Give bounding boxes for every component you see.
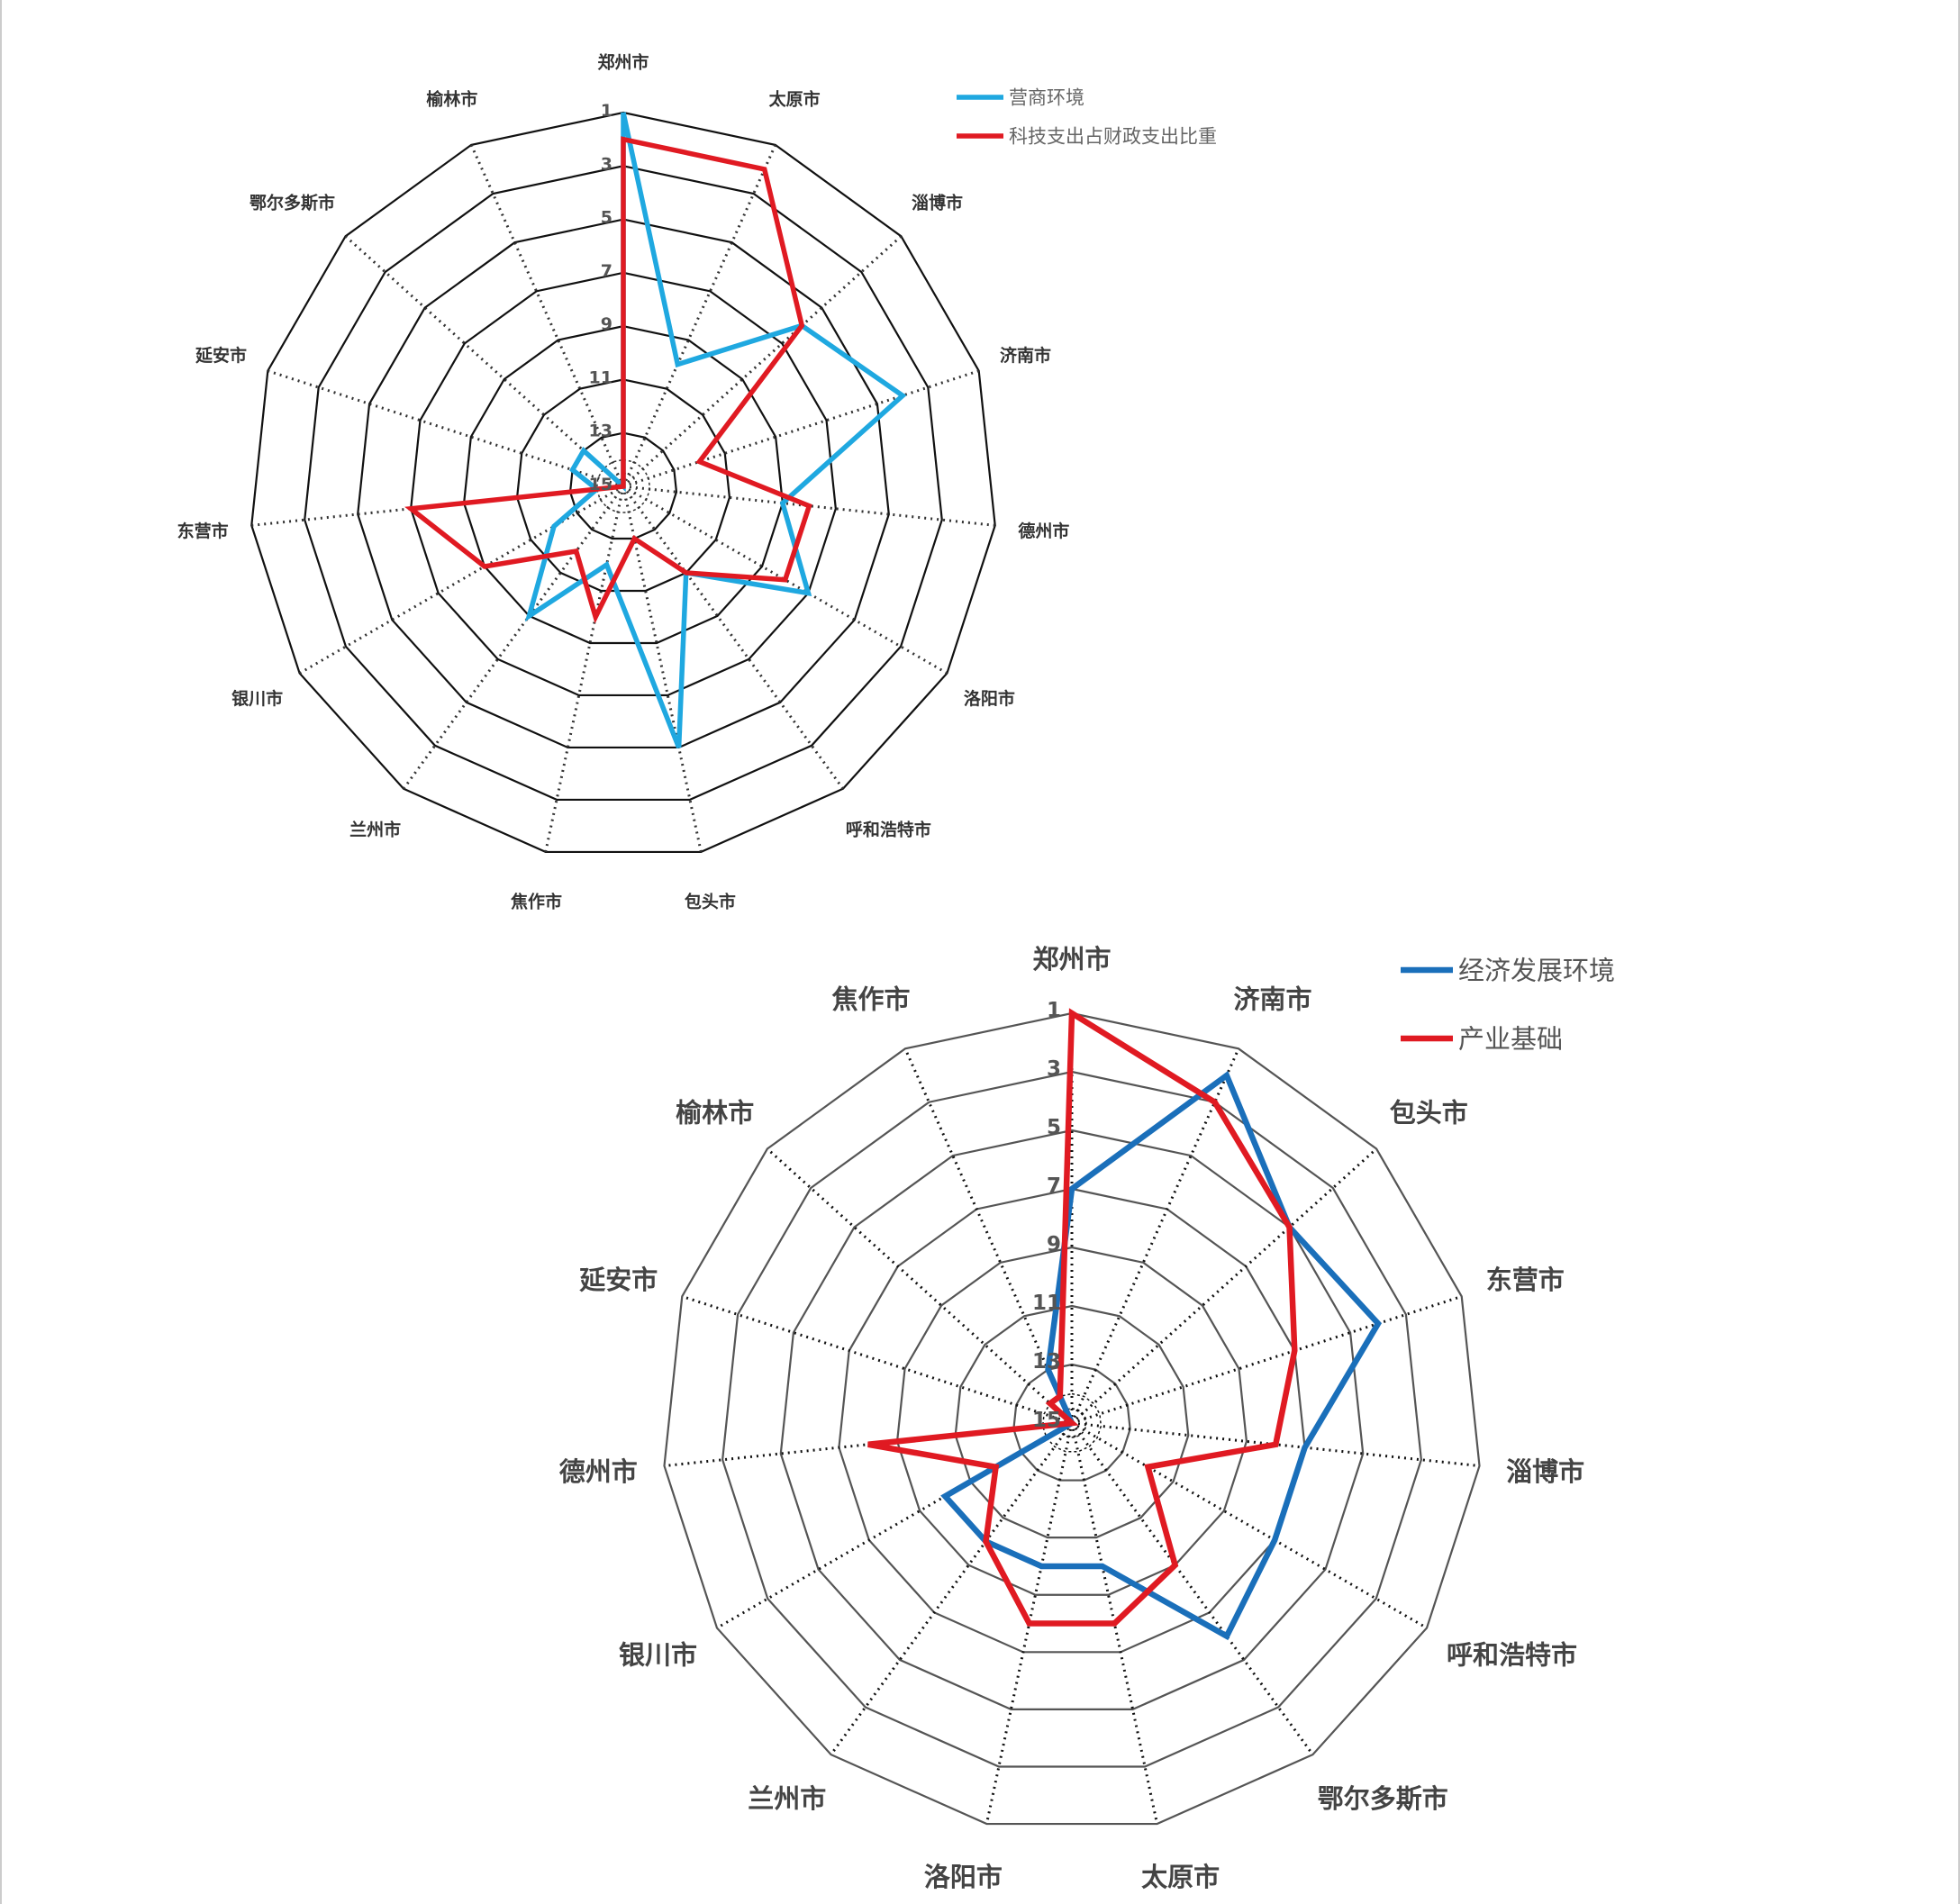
page-right-border (1958, 0, 1960, 1904)
tick-label-11: 11 (1032, 1292, 1061, 1315)
tick-label-7: 7 (601, 261, 612, 281)
category-label-axis-2: 太原市 (769, 88, 821, 109)
tick-label-13: 13 (1032, 1350, 1061, 1374)
tick-label-15: 15 (589, 475, 612, 494)
category-label-axis-13: 延安市 (578, 1265, 658, 1295)
series-line-1 (524, 112, 907, 748)
spoke-axis-11 (716, 1421, 1073, 1629)
category-label-axis-10: 兰州市 (748, 1783, 826, 1814)
spoke-axis-2 (1070, 1047, 1240, 1424)
grid-ring-7 (838, 1187, 1306, 1654)
category-label-axis-15: 榆林市 (426, 88, 477, 109)
category-label-axis-5: 德州市 (1018, 521, 1069, 541)
spoke-axis-6 (1071, 1421, 1428, 1629)
grid-ring-1 (663, 1011, 1481, 1826)
grid-ring-3 (721, 1070, 1422, 1768)
legend-label-1: 经济发展环境 (1458, 955, 1615, 985)
tick-label-9: 9 (1047, 1233, 1061, 1256)
tick-label-1: 1 (1047, 999, 1061, 1022)
grid-ring-11 (954, 1304, 1190, 1539)
series-line-2 (867, 1008, 1298, 1627)
legend-label-2: 科技支出占财政支出比重 (1009, 126, 1217, 148)
spoke-axis-7 (622, 485, 845, 790)
series-line-2 (404, 136, 812, 624)
tick-label-9: 9 (601, 314, 612, 334)
spoke-axis-2 (622, 144, 777, 487)
tick-label-13: 13 (589, 422, 612, 441)
spoke-axis-4 (622, 369, 980, 488)
spoke-axis-9 (544, 485, 625, 853)
category-label-axis-7: 呼和浩特市 (846, 820, 931, 840)
series-line-1 (940, 1070, 1383, 1641)
spoke-axis-10 (830, 1422, 1074, 1755)
spoke-axis-13 (681, 1294, 1073, 1425)
category-label-axis-4: 济南市 (1000, 345, 1051, 366)
category-label-axis-1: 郑州市 (597, 52, 649, 73)
category-label-axis-8: 包头市 (685, 891, 736, 911)
tick-label-3: 3 (601, 154, 612, 174)
category-label-axis-6: 洛阳市 (964, 688, 1015, 709)
category-label-axis-15: 焦作市 (832, 984, 911, 1015)
page-left-border (0, 0, 2, 1904)
category-label-axis-8: 太原市 (1141, 1862, 1220, 1892)
grid-ring-inner (595, 458, 651, 513)
category-label-axis-13: 延安市 (195, 345, 247, 366)
tick-label-5: 5 (601, 208, 612, 228)
spoke-axis-4 (1071, 1294, 1463, 1425)
spoke-axis-14 (766, 1147, 1074, 1425)
grid-ring-7 (410, 271, 837, 697)
spoke-axis-15 (903, 1047, 1074, 1424)
spoke-axis-12 (664, 1421, 1073, 1468)
legend-label-2: 产业基础 (1458, 1023, 1563, 1054)
category-label-axis-4: 东营市 (1486, 1265, 1565, 1295)
category-label-axis-6: 呼和浩特市 (1447, 1640, 1577, 1671)
category-label-axis-3: 淄博市 (912, 192, 963, 213)
radar-chart-2: 13579111315郑州市济南市包头市东营市淄博市呼和浩特市鄂尔多斯市太原市洛… (559, 944, 1615, 1892)
category-label-axis-11: 银川市 (231, 688, 283, 709)
spoke-axis-14 (344, 235, 625, 488)
grid-ring-11 (515, 378, 731, 593)
spoke-axis-3 (622, 235, 903, 488)
grid-ring-9 (895, 1246, 1248, 1596)
category-label-axis-7: 鄂尔多斯市 (1318, 1783, 1448, 1814)
spoke-axis-7 (1070, 1422, 1314, 1755)
grid-ring-1 (250, 111, 996, 854)
spoke-axis-5 (1071, 1421, 1480, 1468)
category-label-axis-14: 鄂尔多斯市 (250, 192, 335, 213)
category-label-axis-2: 济南市 (1233, 984, 1311, 1015)
spoke-axis-8 (1070, 1422, 1159, 1825)
grid-ring-13 (1012, 1363, 1131, 1482)
radar-chart-1: 13579111315郑州市太原市淄博市济南市德州市洛阳市呼和浩特市包头市焦作市… (177, 52, 1217, 912)
tick-label-7: 7 (1047, 1174, 1061, 1198)
category-label-axis-11: 银川市 (619, 1640, 697, 1671)
category-label-axis-12: 东营市 (177, 521, 229, 541)
category-label-axis-1: 郑州市 (1032, 944, 1111, 975)
category-label-axis-3: 包头市 (1390, 1098, 1468, 1129)
tick-label-11: 11 (589, 367, 612, 387)
category-label-axis-5: 淄博市 (1506, 1456, 1584, 1487)
category-label-axis-9: 焦作市 (510, 891, 562, 911)
category-label-axis-10: 兰州市 (349, 820, 401, 840)
spoke-axis-9 (985, 1422, 1074, 1825)
tick-label-15: 15 (1032, 1409, 1061, 1432)
grid-ring-inner (1041, 1392, 1102, 1453)
grid-ring-inner (1057, 1407, 1087, 1438)
tick-label-1: 1 (601, 101, 612, 121)
legend-label-1: 营商环境 (1009, 87, 1084, 109)
tick-label-3: 3 (1047, 1057, 1061, 1081)
category-label-axis-14: 榆林市 (676, 1098, 754, 1129)
category-label-axis-12: 德州市 (559, 1456, 638, 1487)
category-label-axis-9: 洛阳市 (924, 1862, 1003, 1892)
spoke-axis-3 (1070, 1147, 1378, 1425)
grid-ring-3 (304, 165, 943, 802)
grid-ring-9 (462, 325, 785, 645)
grid-ring-5 (779, 1129, 1365, 1710)
spoke-axis-13 (267, 369, 624, 488)
tick-label-5: 5 (1047, 1116, 1061, 1139)
